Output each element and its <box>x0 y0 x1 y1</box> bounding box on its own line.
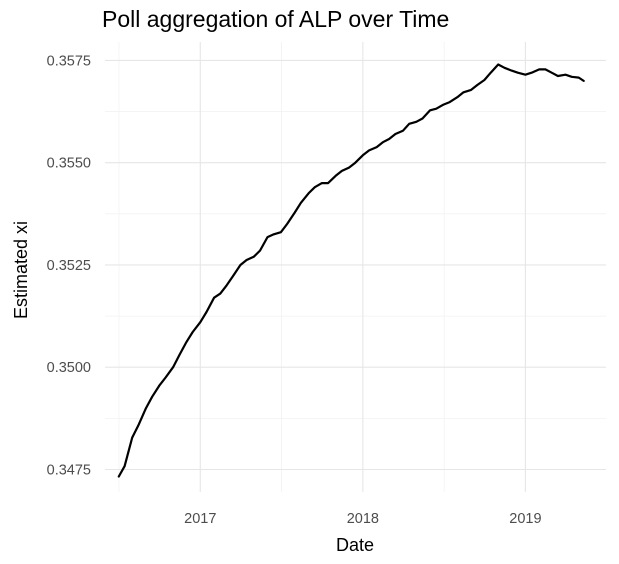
y-tick-label: 0.3500 <box>47 360 91 376</box>
series-line <box>117 63 585 478</box>
major-gridlines <box>105 42 606 492</box>
chart-title: Poll aggregation of ALP over Time <box>102 6 450 32</box>
y-axis-title: Estimated xi <box>11 221 31 319</box>
x-tick-label: 2018 <box>347 511 379 527</box>
x-axis-title: Date <box>336 535 374 555</box>
x-tick-label: 2017 <box>184 511 216 527</box>
y-tick-label: 0.3475 <box>47 463 91 479</box>
y-axis-ticks: 0.3475 0.3500 0.3525 0.3550 0.3575 <box>47 53 91 478</box>
series-group <box>117 63 585 478</box>
x-tick-label: 2019 <box>509 511 541 527</box>
x-axis-ticks: 2017 2018 2019 <box>184 511 541 527</box>
minor-gridlines <box>105 42 606 492</box>
y-tick-label: 0.3550 <box>47 156 91 172</box>
y-tick-label: 0.3575 <box>47 53 91 69</box>
y-tick-label: 0.3525 <box>47 258 91 274</box>
